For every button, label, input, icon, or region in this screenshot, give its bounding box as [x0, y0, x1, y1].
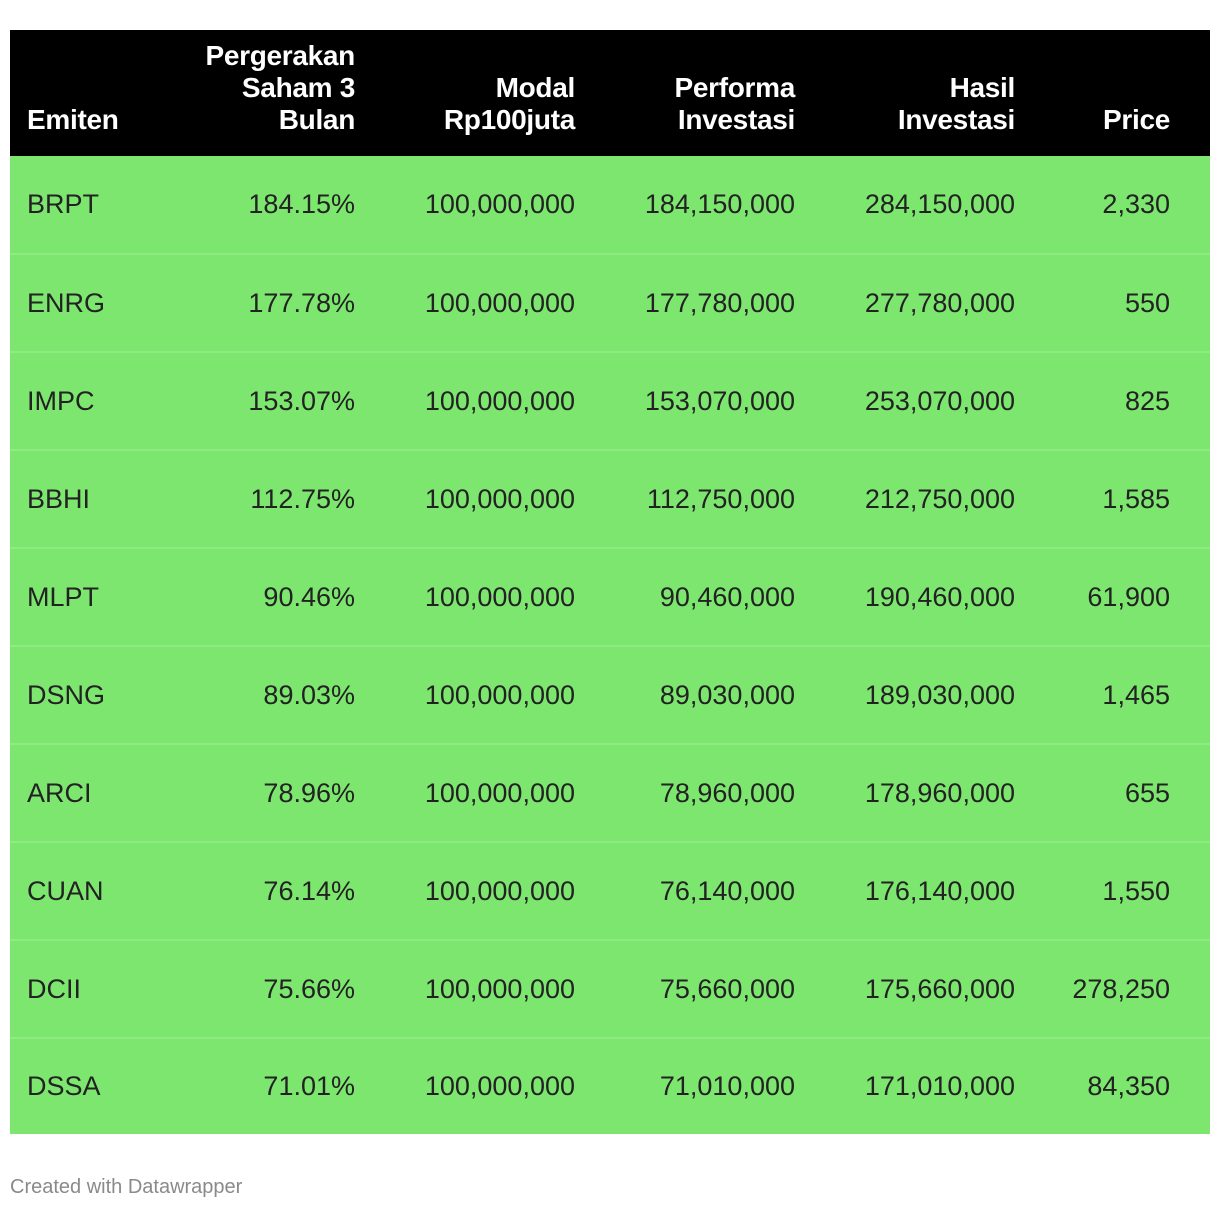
cell-modal: 100,000,000 [424, 1071, 575, 1101]
column-header-price: Price [1015, 30, 1210, 156]
cell-emiten: ARCI [27, 777, 92, 808]
cell-emiten: BBHI [27, 483, 91, 514]
data-table-container: Emiten Pergerakan Saham 3 Bulan Modal Rp100ju… [10, 30, 1210, 1134]
cell-performa: 76,140,000 [659, 875, 795, 906]
cell-modal: 100,000,000 [424, 777, 575, 808]
cell-pergerakan: 89.03% [263, 679, 355, 710]
column-header-line: Investasi [677, 104, 795, 135]
cell-emiten: ENRG [27, 287, 106, 318]
table-body: BRPT 184.15% 100,000,000 184,150,000 284,150… [10, 156, 1210, 1134]
column-header-line: Saham 3 [241, 72, 355, 103]
table-row: ENRG 177.78% 100,000,000 177,780,000 277,780… [10, 254, 1210, 352]
table-row: DSSA 71.01% 100,000,000 71,010,000 171,010,0… [10, 1038, 1210, 1134]
cell-pergerakan: 76.14% [263, 875, 355, 906]
column-header-line: Price [1103, 104, 1170, 135]
column-header-hasil: Hasil Investasi [795, 30, 1015, 156]
cell-pergerakan: 184.15% [248, 189, 355, 219]
cell-price: 278,250 [1072, 973, 1170, 1004]
cell-hasil: 171,010,000 [864, 1071, 1015, 1101]
cell-price: 84,350 [1087, 1071, 1170, 1101]
cell-hasil: 178,960,000 [864, 777, 1015, 808]
column-header-emiten: Emiten [10, 30, 180, 156]
cell-performa: 153,070,000 [644, 385, 795, 416]
cell-price: 655 [1124, 777, 1170, 808]
header-row: Emiten Pergerakan Saham 3 Bulan Modal Rp100ju… [10, 30, 1210, 156]
cell-hasil: 176,140,000 [864, 875, 1015, 906]
table-row: ARCI 78.96% 100,000,000 78,960,000 178,960,0… [10, 744, 1210, 842]
cell-hasil: 212,750,000 [864, 483, 1015, 514]
cell-pergerakan: 78.96% [263, 777, 355, 808]
cell-emiten: MLPT [27, 581, 100, 612]
cell-emiten: BRPT [27, 189, 100, 219]
column-header-line: Bulan [278, 104, 356, 135]
table-row: DCII 75.66% 100,000,000 75,660,000 175,660,0… [10, 940, 1210, 1038]
cell-performa: 177,780,000 [644, 287, 795, 318]
column-header-line: Hasil [949, 72, 1016, 103]
column-header-line: Pergerakan [205, 40, 355, 71]
column-header-line: Investasi [897, 104, 1015, 135]
cell-hasil: 253,070,000 [864, 385, 1015, 416]
datawrapper-credit: Created with Datawrapper [10, 1176, 243, 1198]
cell-performa: 89,030,000 [659, 679, 795, 710]
column-header-line: Modal [495, 72, 576, 103]
cell-modal: 100,000,000 [424, 385, 575, 416]
table-row: DSNG 89.03% 100,000,000 89,030,000 189,030,0… [10, 646, 1210, 744]
cell-emiten: DCII [27, 973, 81, 1004]
cell-pergerakan: 112.75% [250, 483, 355, 514]
cell-modal: 100,000,000 [424, 189, 575, 219]
table-row: BRPT 184.15% 100,000,000 184,150,000 284,150… [10, 156, 1210, 254]
table-row: CUAN 76.14% 100,000,000 76,140,000 176,140,0… [10, 842, 1210, 940]
table-row: BBHI 112.75% 100,000,000 112,750,000 212,750… [10, 450, 1210, 548]
cell-modal: 100,000,000 [424, 581, 575, 612]
column-header-line: Emiten [27, 104, 119, 135]
cell-emiten: DSSA [27, 1071, 101, 1101]
column-header-performa: Performa Investasi [575, 30, 795, 156]
cell-pergerakan: 177.78% [248, 287, 355, 318]
cell-emiten: IMPC [27, 385, 95, 416]
cell-modal: 100,000,000 [424, 973, 575, 1004]
cell-performa: 75,660,000 [659, 973, 795, 1004]
column-header-line: Rp100juta [443, 104, 575, 135]
cell-pergerakan: 75.66% [263, 973, 355, 1004]
cell-hasil: 190,460,000 [864, 581, 1015, 612]
cell-hasil: 189,030,000 [864, 679, 1015, 710]
cell-price: 2,330 [1102, 189, 1170, 219]
cell-emiten: DSNG [27, 679, 106, 710]
cell-hasil: 175,660,000 [864, 973, 1015, 1004]
cell-price: 1,550 [1102, 875, 1170, 906]
cell-emiten: CUAN [27, 875, 104, 906]
cell-pergerakan: 71.01% [263, 1071, 355, 1101]
cell-modal: 100,000,000 [424, 483, 575, 514]
cell-modal: 100,000,000 [424, 875, 575, 906]
cell-pergerakan: 153.07% [248, 385, 355, 416]
cell-price: 1,465 [1102, 679, 1170, 710]
cell-performa: 78,960,000 [659, 777, 795, 808]
cell-hasil: 277,780,000 [864, 287, 1015, 318]
cell-modal: 100,000,000 [424, 287, 575, 318]
column-header-pergerakan: Pergerakan Saham 3 Bulan [180, 30, 355, 156]
investment-table: Emiten Pergerakan Saham 3 Bulan Modal Rp100ju… [10, 30, 1210, 1134]
cell-performa: 90,460,000 [659, 581, 795, 612]
cell-hasil: 284,150,000 [864, 189, 1015, 219]
cell-pergerakan: 90.46% [263, 581, 355, 612]
table-header: Emiten Pergerakan Saham 3 Bulan Modal Rp100ju… [10, 30, 1210, 156]
column-header-modal: Modal Rp100juta [355, 30, 575, 156]
cell-modal: 100,000,000 [424, 679, 575, 710]
cell-performa: 71,010,000 [659, 1071, 795, 1101]
column-header-line: Performa [674, 72, 795, 103]
cell-performa: 112,750,000 [646, 483, 795, 514]
cell-price: 825 [1124, 385, 1170, 416]
cell-price: 550 [1124, 287, 1170, 318]
cell-price: 61,900 [1087, 581, 1170, 612]
table-row: MLPT 90.46% 100,000,000 90,460,000 190,460,0… [10, 548, 1210, 646]
table-row: IMPC 153.07% 100,000,000 153,070,000 253,070… [10, 352, 1210, 450]
cell-price: 1,585 [1102, 483, 1170, 514]
cell-performa: 184,150,000 [644, 189, 795, 219]
